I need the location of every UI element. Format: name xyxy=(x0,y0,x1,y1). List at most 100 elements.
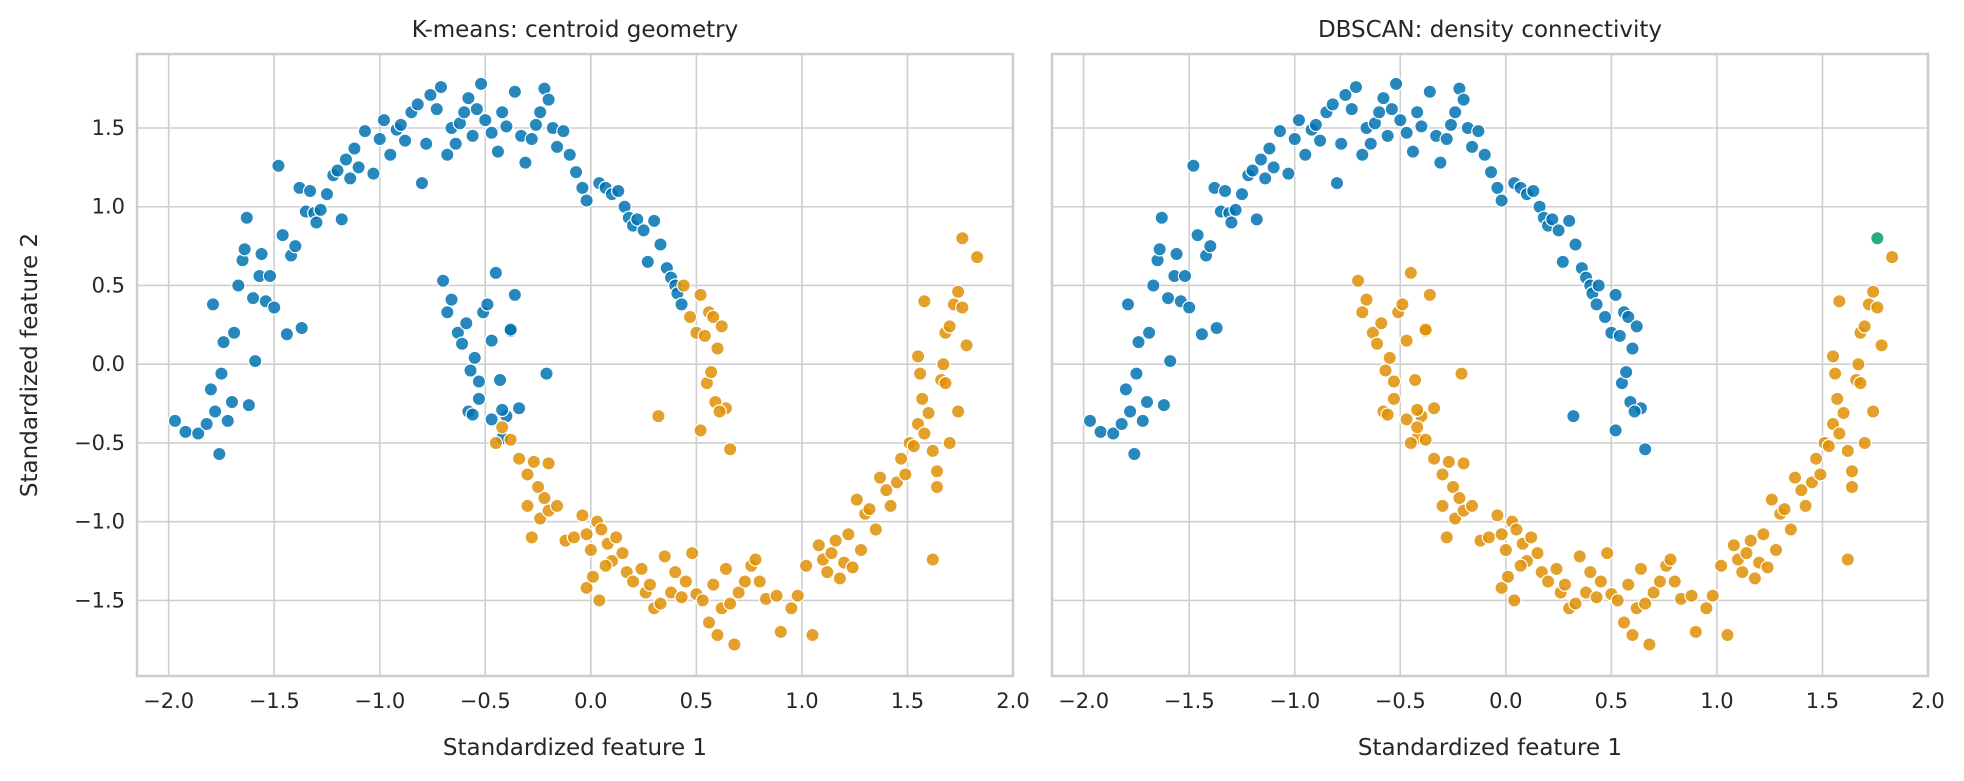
kmeans-cluster-0-point xyxy=(440,147,455,162)
dbscan-cluster-0-point xyxy=(1618,364,1634,380)
dbscan-cluster-0-point xyxy=(1376,90,1391,106)
kmeans-cluster-0-point xyxy=(478,112,493,128)
dbscan-cluster-1-point xyxy=(1435,467,1450,482)
dbscan-cluster-0-point xyxy=(1146,278,1161,293)
kmeans-cluster-1-point xyxy=(511,451,527,466)
dbscan-cluster-1-point xyxy=(1490,508,1505,523)
kmeans-y-tick-label: −1.5 xyxy=(74,588,125,612)
kmeans-cluster-0-point xyxy=(471,374,487,389)
kmeans-cluster-1-point xyxy=(790,588,805,603)
kmeans-cluster-1-point xyxy=(925,443,940,459)
dbscan-cluster-1-point xyxy=(1610,593,1625,608)
kmeans-cluster-0-point xyxy=(330,163,345,178)
dbscan-cluster-0-point xyxy=(1139,394,1155,410)
kmeans-cluster-0-point xyxy=(309,215,324,230)
dbscan-cluster-0-point xyxy=(1154,210,1169,225)
dbscan-cluster-1-point xyxy=(1568,596,1583,611)
kmeans-cluster-1-point xyxy=(695,593,710,608)
kmeans-cluster-0-point xyxy=(541,92,556,107)
kmeans-x-tick-label: −2.0 xyxy=(143,689,194,713)
dbscan-cluster-1-point xyxy=(1399,333,1414,348)
kmeans-cluster-1-point xyxy=(811,538,827,553)
dbscan-cluster-0-point xyxy=(1477,147,1492,162)
dbscan-cluster-0-point xyxy=(1627,404,1642,419)
dbscan-cluster-1-point xyxy=(1865,284,1881,299)
dbscan-cluster-1-point xyxy=(1787,470,1803,485)
kmeans-cluster-0-point xyxy=(357,123,373,139)
kmeans-cluster-1-point xyxy=(942,319,957,334)
kmeans-x-tick-label: 0.5 xyxy=(680,689,713,713)
kmeans-x-tick-label: 0.0 xyxy=(574,689,607,713)
dbscan-cluster-1-point xyxy=(1798,498,1813,514)
kmeans-cluster-1-point xyxy=(693,423,708,438)
dbscan-cluster-1-point xyxy=(1403,435,1419,451)
kmeans-x-tick-label: −0.5 xyxy=(460,689,511,713)
kmeans-x-tick-label: 1.0 xyxy=(785,689,818,713)
dbscan-cluster-0-point xyxy=(1298,147,1313,162)
kmeans-cluster-1-point xyxy=(592,593,607,608)
dbscan-cluster-0-point xyxy=(1131,334,1146,350)
kmeans-cluster-1-point xyxy=(769,588,784,603)
kmeans-cluster-1-point xyxy=(674,590,689,605)
dbscan-x-tick-label: −2.0 xyxy=(1058,689,1109,713)
dbscan-cluster-0-point xyxy=(1621,309,1636,325)
dbscan-cluster-1-point xyxy=(1705,588,1720,603)
kmeans-cluster-0-point xyxy=(271,158,286,174)
dbscan-cluster-0-point xyxy=(1566,408,1581,424)
dbscan-cluster-0-point xyxy=(1329,175,1345,191)
dbscan-cluster-0-point xyxy=(1135,413,1150,429)
kmeans-cluster-0-point xyxy=(214,366,229,381)
kmeans-cluster-0-point xyxy=(459,316,474,331)
dbscan-cluster-0-point xyxy=(1203,238,1218,254)
dbscan-cluster-0-point xyxy=(1456,92,1471,107)
dbscan-cluster-0-point xyxy=(1312,133,1328,148)
dbscan-cluster-1-point xyxy=(1688,624,1704,640)
dbscan-cluster-0-point xyxy=(1447,105,1463,120)
dbscan-cluster-1-point xyxy=(1652,574,1668,589)
dbscan-cluster-0-point xyxy=(1490,180,1505,196)
dbscan-cluster-1-point xyxy=(1667,574,1682,589)
kmeans-cluster-1-point xyxy=(915,391,930,407)
dbscan-cluster-1-point xyxy=(1409,420,1425,435)
kmeans-cluster-0-point xyxy=(351,160,366,175)
kmeans-cluster-0-point xyxy=(216,334,231,350)
kmeans-cluster-1-point xyxy=(898,467,913,482)
kmeans-cluster-0-point xyxy=(469,101,485,117)
dbscan-cluster-0-point xyxy=(1551,223,1566,238)
kmeans-cluster-0-point xyxy=(313,202,328,218)
kmeans-cluster-1-point xyxy=(503,432,518,447)
kmeans-cluster-1-point xyxy=(710,627,725,643)
dbscan-cluster-1-point xyxy=(1735,564,1750,580)
dbscan-cluster-0-point xyxy=(1637,442,1653,457)
kmeans-cluster-0-point xyxy=(212,446,227,462)
dbscan-cluster-0-point xyxy=(1422,84,1438,99)
kmeans-cluster-0-point xyxy=(511,401,527,416)
dbscan-cluster-1-point xyxy=(1684,588,1699,603)
kmeans-cluster-0-point xyxy=(347,141,362,156)
dbscan-cluster-1-point xyxy=(1441,454,1457,470)
kmeans-y-tick-label: −0.5 xyxy=(74,431,125,455)
kmeans-cluster-1-point xyxy=(530,479,546,495)
kmeans-cluster-0-point xyxy=(167,413,183,429)
dbscan-cluster-1-point xyxy=(1720,627,1735,643)
dbscan-x-axis-label: Standardized feature 1 xyxy=(1358,735,1622,761)
kmeans-cluster-1-point xyxy=(710,341,725,356)
dbscan-cluster-0-point xyxy=(1439,131,1454,147)
dbscan-cluster-1-point xyxy=(1808,451,1824,466)
kmeans-cluster-0-point xyxy=(372,131,387,147)
dbscan-cluster-1-point xyxy=(1726,538,1742,553)
dbscan-x-tick-label: 1.5 xyxy=(1806,689,1839,713)
dbscan-cluster-0-point xyxy=(1338,87,1353,103)
kmeans-cluster-1-point xyxy=(752,574,767,589)
dbscan-cluster-0-point xyxy=(1169,246,1184,262)
kmeans-y-tick-label: 1.5 xyxy=(92,116,125,140)
dbscan-cluster-1-point xyxy=(1756,527,1771,542)
dbscan-cluster-0-point xyxy=(1333,136,1349,151)
dbscan-cluster-1-point xyxy=(1369,336,1385,351)
dbscan-cluster-1-point xyxy=(1494,580,1509,596)
kmeans-cluster-0-point xyxy=(636,223,651,238)
dbscan-cluster-1-point xyxy=(1454,366,1469,381)
dbscan-cluster-0-point xyxy=(1399,125,1414,140)
dbscan-cluster-1-point xyxy=(1422,287,1438,303)
dbscan-cluster-1-point xyxy=(1498,542,1514,558)
